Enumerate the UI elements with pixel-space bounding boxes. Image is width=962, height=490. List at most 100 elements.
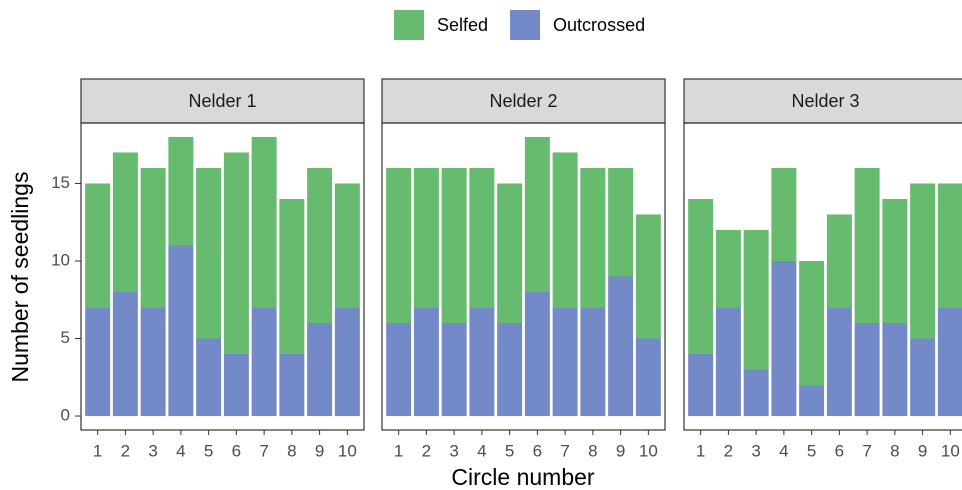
x-tick-label: 5 bbox=[204, 441, 213, 460]
bar-segment bbox=[334, 183, 360, 308]
bar-segment bbox=[910, 338, 936, 417]
bar-segment bbox=[854, 323, 880, 417]
panel-border bbox=[80, 122, 365, 431]
bar-segment bbox=[910, 183, 936, 339]
x-tick-label: 7 bbox=[862, 441, 871, 460]
x-tick-label: 5 bbox=[505, 441, 514, 460]
bar-segment bbox=[552, 307, 578, 417]
bar-segment bbox=[688, 354, 714, 417]
y-tick-label: 0 bbox=[61, 406, 70, 425]
bar-segment bbox=[497, 183, 523, 324]
bar-segment bbox=[469, 307, 495, 417]
panel-border bbox=[381, 122, 666, 431]
x-tick-label: 5 bbox=[807, 441, 816, 460]
y-axis-title: Number of seedlings bbox=[7, 172, 33, 383]
legend-label: Outcrossed bbox=[553, 15, 645, 35]
bar-segment bbox=[608, 167, 634, 277]
bar-segment bbox=[854, 167, 880, 324]
bar-segment bbox=[882, 198, 908, 324]
x-tick-label: 4 bbox=[176, 441, 185, 460]
bar-segment bbox=[85, 307, 111, 417]
bar-segment bbox=[608, 276, 634, 417]
x-tick-label: 9 bbox=[918, 441, 927, 460]
bar-segment bbox=[279, 354, 305, 417]
x-tick-label: 8 bbox=[588, 441, 597, 460]
x-tick-label: 3 bbox=[751, 441, 760, 460]
bar-segment bbox=[524, 136, 550, 293]
bar-segment bbox=[799, 260, 825, 386]
bar-segment bbox=[112, 152, 138, 293]
bar-segment bbox=[743, 369, 769, 417]
bar-segment bbox=[715, 229, 741, 308]
x-tick-label: 2 bbox=[724, 441, 733, 460]
x-tick-label: 9 bbox=[315, 441, 324, 460]
x-tick-label: 3 bbox=[449, 441, 458, 460]
bar-segment bbox=[882, 323, 908, 417]
bar-segment bbox=[140, 307, 166, 417]
x-tick-label: 3 bbox=[148, 441, 157, 460]
bar-segment bbox=[307, 323, 333, 417]
bar-segment bbox=[441, 323, 467, 417]
bar-segment bbox=[307, 167, 333, 324]
x-tick-label: 9 bbox=[616, 441, 625, 460]
bar-segment bbox=[469, 167, 495, 308]
bar-segment bbox=[826, 307, 852, 417]
bar-segment bbox=[799, 385, 825, 417]
bar-segment bbox=[413, 307, 439, 417]
bar-segment bbox=[441, 167, 467, 324]
y-tick-label: 15 bbox=[51, 173, 70, 192]
x-tick-label: 1 bbox=[696, 441, 705, 460]
bar-segment bbox=[771, 167, 797, 261]
bar-segment bbox=[937, 307, 962, 417]
x-axis-title: Circle number bbox=[451, 464, 594, 490]
bar-segment bbox=[386, 323, 412, 417]
legend-label: Selfed bbox=[437, 15, 488, 35]
x-tick-label: 8 bbox=[287, 441, 296, 460]
x-tick-label: 8 bbox=[890, 441, 899, 460]
x-tick-label: 2 bbox=[121, 441, 130, 460]
y-tick-label: 5 bbox=[61, 328, 70, 347]
facet-title: Nelder 3 bbox=[791, 91, 859, 111]
facet-strip bbox=[80, 78, 365, 124]
bar-segment bbox=[251, 307, 277, 417]
bar-segment bbox=[497, 323, 523, 417]
bar-segment bbox=[635, 338, 661, 417]
bar-segment bbox=[386, 167, 412, 324]
x-tick-label: 4 bbox=[477, 441, 486, 460]
bar-segment bbox=[552, 152, 578, 308]
bar-segment bbox=[168, 245, 194, 417]
bar-segment bbox=[743, 229, 769, 370]
bar-segment bbox=[580, 307, 606, 417]
bar-segment bbox=[413, 167, 439, 308]
bar-segment bbox=[826, 214, 852, 308]
x-tick-label: 4 bbox=[779, 441, 788, 460]
facet-title: Nelder 2 bbox=[489, 91, 557, 111]
bar-segment bbox=[771, 260, 797, 417]
bar-segment bbox=[635, 214, 661, 339]
facet-title: Nelder 1 bbox=[188, 91, 256, 111]
bar-segment bbox=[112, 292, 138, 417]
legend-key bbox=[510, 10, 541, 40]
x-tick-label: 6 bbox=[232, 441, 241, 460]
bar-segment bbox=[223, 354, 249, 417]
x-tick-label: 10 bbox=[941, 441, 960, 460]
x-tick-label: 7 bbox=[560, 441, 569, 460]
bar-segment bbox=[196, 167, 222, 339]
legend-key bbox=[394, 10, 424, 40]
y-tick-label: 10 bbox=[51, 250, 70, 269]
bar-segment bbox=[85, 183, 111, 308]
panel-border bbox=[683, 122, 962, 431]
bar-segment bbox=[168, 136, 194, 246]
bar-segment bbox=[140, 167, 166, 308]
bar-segment bbox=[715, 307, 741, 417]
facet-strip bbox=[381, 78, 666, 124]
x-tick-label: 1 bbox=[93, 441, 102, 460]
x-tick-label: 10 bbox=[338, 441, 357, 460]
bar-segment bbox=[196, 338, 222, 417]
bar-segment bbox=[524, 292, 550, 417]
x-tick-label: 10 bbox=[639, 441, 658, 460]
x-tick-label: 6 bbox=[835, 441, 844, 460]
x-tick-label: 6 bbox=[533, 441, 542, 460]
